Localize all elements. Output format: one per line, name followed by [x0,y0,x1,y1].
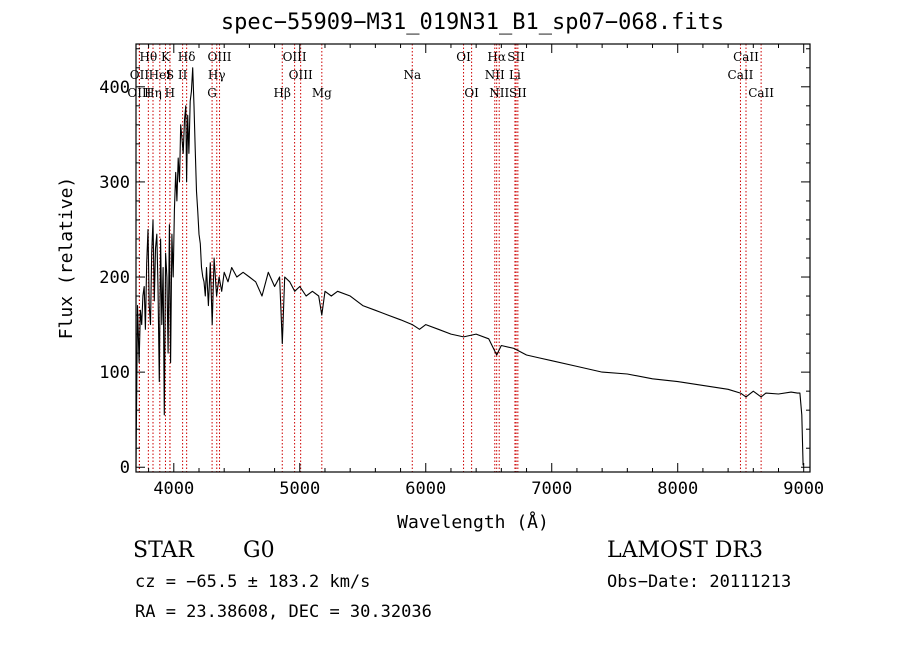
chart-title: spec−55909−M31_019N31_B1_sp07−068.fits [220,10,725,35]
y-tick-label: 200 [99,268,130,288]
line-label: Mg [312,86,332,100]
y-tick-label: 300 [99,173,130,193]
x-tick-label: 5000 [279,479,320,499]
y-axis-label: Flux (relative) [56,177,77,340]
spectrum-line [135,67,804,468]
line-label: S [166,68,174,82]
x-tick-label: 4000 [153,479,194,499]
line-label: K [161,50,171,64]
line-label: Na [403,68,421,82]
line-label: Li [509,68,521,82]
y-tick-label: 0 [120,458,130,478]
line-label: SII [509,86,527,100]
line-label: OIII [127,86,151,100]
line-label: H [165,86,175,100]
line-label: SII [507,50,525,64]
line-label: II [178,68,188,82]
plot-frame [135,43,811,473]
x-axis-label: Wavelength (Å) [397,511,549,533]
axis-ticks: 4000 5000 6000 7000 8000 9000 0 100 200 300 400 [99,44,824,499]
line-label: CaII [728,68,754,82]
line-label: OIII [289,68,313,82]
survey-name: LAMOST DR3 [607,538,763,563]
object-class: STAR [133,538,194,563]
line-label: CaII [748,86,774,100]
y-tick-label: 100 [99,363,130,383]
line-label: NII [485,68,505,82]
redshift-velocity: cz = −65.5 ± 183.2 km/s [135,572,371,592]
line-label: Hγ [208,68,226,82]
x-tick-label: 7000 [531,479,572,499]
line-label: Hα [487,50,506,64]
x-tick-label: 9000 [783,479,824,499]
line-markers: Hθ OII OIII HeI Hη KSH Hδ II OIII Hγ G Hβ OIII OIII Mg… [127,44,774,472]
line-label: OI [464,86,479,100]
line-label: OI [456,50,471,64]
coordinates: RA = 23.38608, DEC = 30.32036 [135,602,432,622]
line-label: Hβ [274,86,291,100]
line-label: NII [489,86,509,100]
x-tick-label: 6000 [405,479,446,499]
y-tick-label: 400 [99,78,130,98]
line-label: OII [130,68,150,82]
observation-date: Obs−Date: 20111213 [607,572,792,592]
line-label: Hη [144,86,162,100]
line-label: HeI [149,68,172,82]
line-label: OIII [207,50,231,64]
line-label: OIII [283,50,307,64]
spectrum-layer [135,67,804,468]
line-label: Hθ [139,50,157,64]
object-subclass: G0 [243,538,275,563]
line-label: G [207,86,217,100]
line-label: CaII [733,50,759,64]
x-tick-label: 8000 [657,479,698,499]
line-label: Hδ [178,50,196,64]
